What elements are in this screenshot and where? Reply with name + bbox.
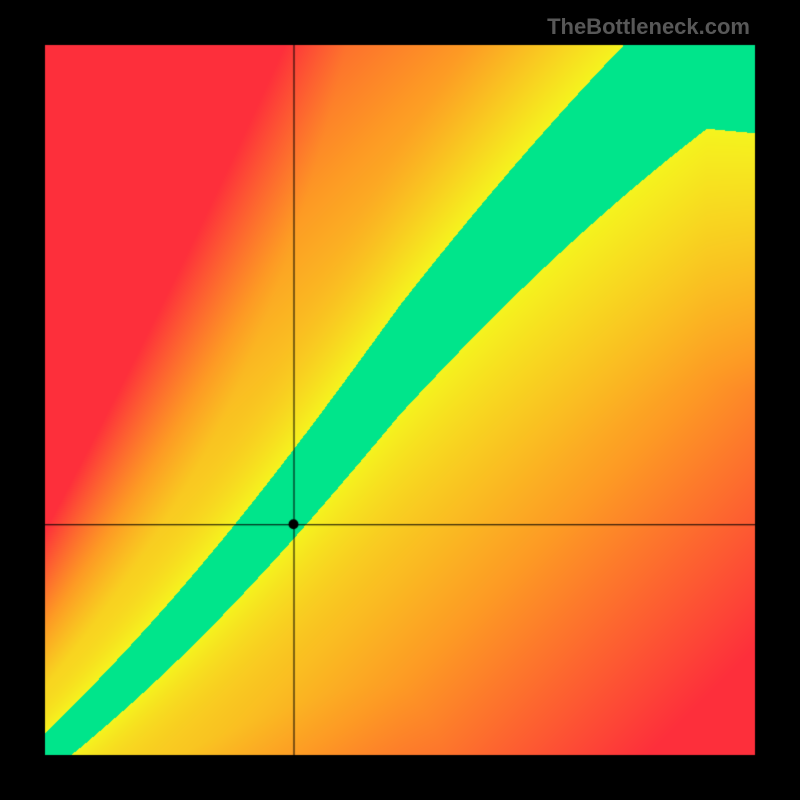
watermark-text: TheBottleneck.com [547, 14, 750, 40]
bottleneck-heatmap [0, 0, 800, 800]
